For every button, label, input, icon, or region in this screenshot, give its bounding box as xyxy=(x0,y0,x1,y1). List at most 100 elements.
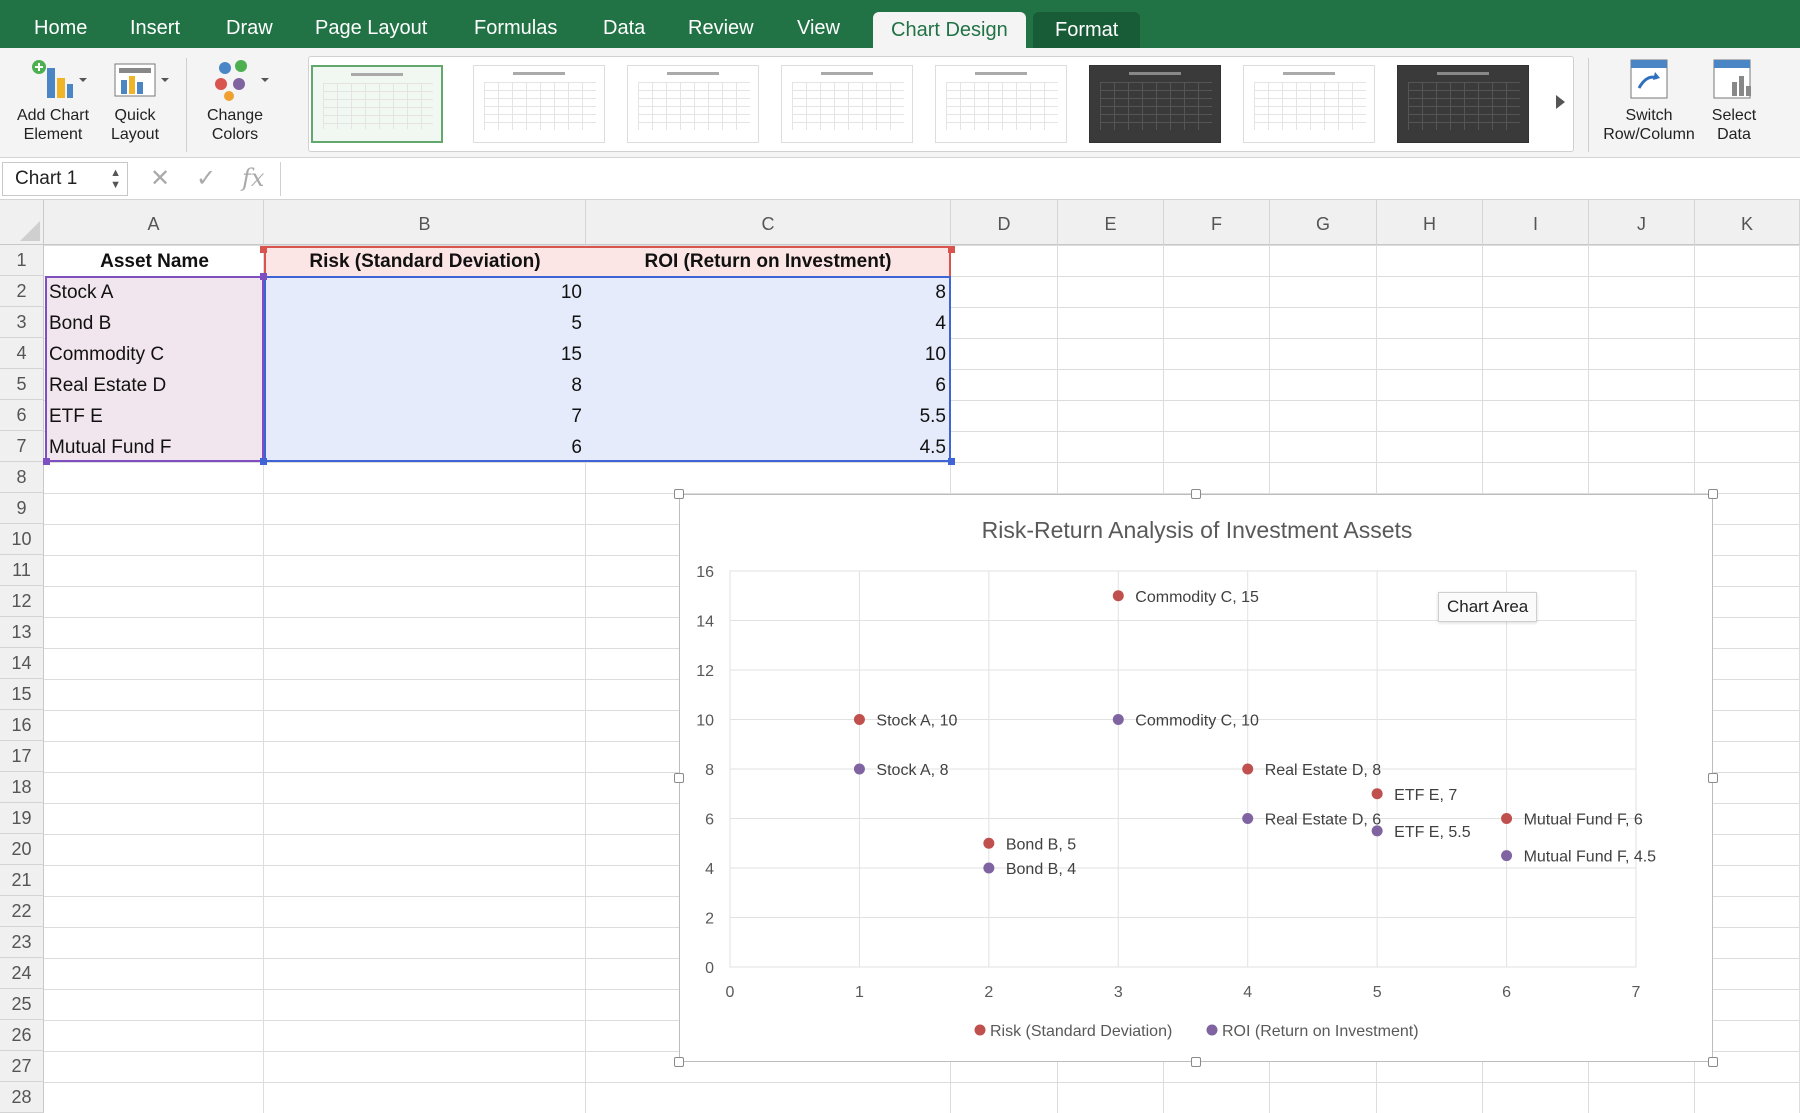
chart-style-thumbnail[interactable] xyxy=(1089,65,1221,143)
risk-value-cell[interactable]: 5 xyxy=(571,313,582,334)
column-header-f[interactable]: F xyxy=(1164,200,1270,245)
column-header-b[interactable]: B xyxy=(264,200,586,245)
column-header-c[interactable]: C xyxy=(586,200,951,245)
chart-resize-handle[interactable] xyxy=(674,489,684,499)
row-header-23[interactable]: 23 xyxy=(0,927,44,958)
chart-resize-handle[interactable] xyxy=(1191,489,1201,499)
row-header-8[interactable]: 8 xyxy=(0,462,44,493)
asset-name-cell[interactable]: Commodity C xyxy=(49,344,165,365)
row-header-3[interactable]: 3 xyxy=(0,307,44,338)
asset-name-cell[interactable]: ETF E xyxy=(49,406,103,427)
asset-name-cell[interactable]: Mutual Fund F xyxy=(49,437,172,458)
cancel-icon[interactable]: ✕ xyxy=(150,165,171,192)
column-header-k[interactable]: K xyxy=(1695,200,1800,245)
row-header-9[interactable]: 9 xyxy=(0,493,44,524)
range-handle[interactable] xyxy=(948,458,955,465)
quick-layout-button[interactable]: Quick Layout xyxy=(104,58,169,144)
column-header-j[interactable]: J xyxy=(1589,200,1695,245)
gallery-more-arrow-icon[interactable] xyxy=(1556,95,1565,109)
column-header-g[interactable]: G xyxy=(1270,200,1377,245)
risk-value-cell[interactable]: 7 xyxy=(571,406,582,427)
row-header-26[interactable]: 26 xyxy=(0,1020,44,1051)
row-header-28[interactable]: 28 xyxy=(0,1082,44,1113)
select-all-corner[interactable] xyxy=(0,200,44,245)
row-header-12[interactable]: 12 xyxy=(0,586,44,617)
row-header-6[interactable]: 6 xyxy=(0,400,44,431)
chart-resize-handle[interactable] xyxy=(1191,1057,1201,1067)
roi-value-cell[interactable]: 10 xyxy=(924,344,946,365)
row-header-10[interactable]: 10 xyxy=(0,524,44,555)
chart-style-thumbnail[interactable] xyxy=(311,65,443,143)
column-header-d[interactable]: D xyxy=(951,200,1058,245)
row-header-13[interactable]: 13 xyxy=(0,617,44,648)
chart-style-thumbnail[interactable] xyxy=(935,65,1067,143)
asset-name-cell[interactable]: Bond B xyxy=(49,313,112,334)
row-header-16[interactable]: 16 xyxy=(0,710,44,741)
chart-style-thumbnail[interactable] xyxy=(473,65,605,143)
column-header-e[interactable]: E xyxy=(1058,200,1164,245)
row-header-4[interactable]: 4 xyxy=(0,338,44,369)
asset-name-cell[interactable]: Stock A xyxy=(49,282,114,303)
roi-value-cell[interactable]: 5.5 xyxy=(919,406,946,427)
switch-row-column-button[interactable]: Switch Row/Column xyxy=(1598,58,1700,144)
chart-resize-handle[interactable] xyxy=(674,773,684,783)
column-header-a[interactable]: A xyxy=(44,200,264,245)
tab-insert[interactable]: Insert xyxy=(130,17,181,39)
chart-resize-handle[interactable] xyxy=(1708,773,1718,783)
chart-style-thumbnail[interactable] xyxy=(1243,65,1375,143)
row-header-17[interactable]: 17 xyxy=(0,741,44,772)
range-handle[interactable] xyxy=(260,273,267,280)
row-header-11[interactable]: 11 xyxy=(0,555,44,586)
row-header-24[interactable]: 24 xyxy=(0,958,44,989)
row-header-5[interactable]: 5 xyxy=(0,369,44,400)
chart-styles-gallery[interactable] xyxy=(308,56,1574,152)
tab-home[interactable]: Home xyxy=(34,17,88,39)
row-header-14[interactable]: 14 xyxy=(0,648,44,679)
row-header-25[interactable]: 25 xyxy=(0,989,44,1020)
select-data-button[interactable]: Select Data xyxy=(1700,58,1768,144)
chart-style-thumbnail[interactable] xyxy=(627,65,759,143)
header-cell-roi[interactable]: ROI (Return on Investment) xyxy=(644,251,892,272)
row-header-1[interactable]: 1 xyxy=(0,245,44,276)
risk-value-cell[interactable]: 15 xyxy=(560,344,582,365)
range-handle[interactable] xyxy=(260,458,267,465)
roi-value-cell[interactable]: 4.5 xyxy=(919,437,946,458)
tab-draw[interactable]: Draw xyxy=(226,17,273,39)
tab-format[interactable]: Format xyxy=(1033,12,1141,48)
chart-resize-handle[interactable] xyxy=(674,1057,684,1067)
row-header-20[interactable]: 20 xyxy=(0,834,44,865)
name-box[interactable]: Chart 1 ▲ ▼ xyxy=(2,162,128,196)
roi-value-cell[interactable]: 6 xyxy=(935,375,946,396)
chart-style-thumbnail[interactable] xyxy=(781,65,913,143)
formula-input[interactable] xyxy=(280,162,1790,196)
roi-value-cell[interactable]: 4 xyxy=(935,313,946,334)
tab-page-layout[interactable]: Page Layout xyxy=(315,17,428,39)
row-header-27[interactable]: 27 xyxy=(0,1051,44,1082)
tab-review[interactable]: Review xyxy=(688,17,754,39)
header-cell-risk[interactable]: Risk (Standard Deviation) xyxy=(309,251,541,272)
name-box-spinner-icon[interactable]: ▲ ▼ xyxy=(110,167,121,191)
add-chart-element-button[interactable]: Add Chart Element xyxy=(10,58,96,144)
risk-value-cell[interactable]: 10 xyxy=(560,282,582,303)
risk-value-cell[interactable]: 8 xyxy=(571,375,582,396)
asset-name-cell[interactable]: Real Estate D xyxy=(49,375,167,396)
row-header-19[interactable]: 19 xyxy=(0,803,44,834)
row-header-7[interactable]: 7 xyxy=(0,431,44,462)
enter-icon[interactable]: ✓ xyxy=(196,165,217,192)
roi-value-cell[interactable]: 8 xyxy=(935,282,946,303)
range-handle[interactable] xyxy=(948,246,955,253)
range-handle[interactable] xyxy=(260,246,267,253)
tab-data[interactable]: Data xyxy=(603,17,646,39)
tab-formulas[interactable]: Formulas xyxy=(474,17,558,39)
change-colors-button[interactable]: Change Colors xyxy=(198,58,272,144)
row-header-21[interactable]: 21 xyxy=(0,865,44,896)
chart-resize-handle[interactable] xyxy=(1708,1057,1718,1067)
tab-chart-design[interactable]: Chart Design xyxy=(873,12,1026,48)
tab-view[interactable]: View xyxy=(797,17,840,39)
row-header-18[interactable]: 18 xyxy=(0,772,44,803)
risk-value-cell[interactable]: 6 xyxy=(571,437,582,458)
row-header-22[interactable]: 22 xyxy=(0,896,44,927)
chart-area[interactable]: Risk-Return Analysis of Investment Asset… xyxy=(679,494,1713,1062)
column-header-h[interactable]: H xyxy=(1377,200,1483,245)
column-header-i[interactable]: I xyxy=(1483,200,1589,245)
